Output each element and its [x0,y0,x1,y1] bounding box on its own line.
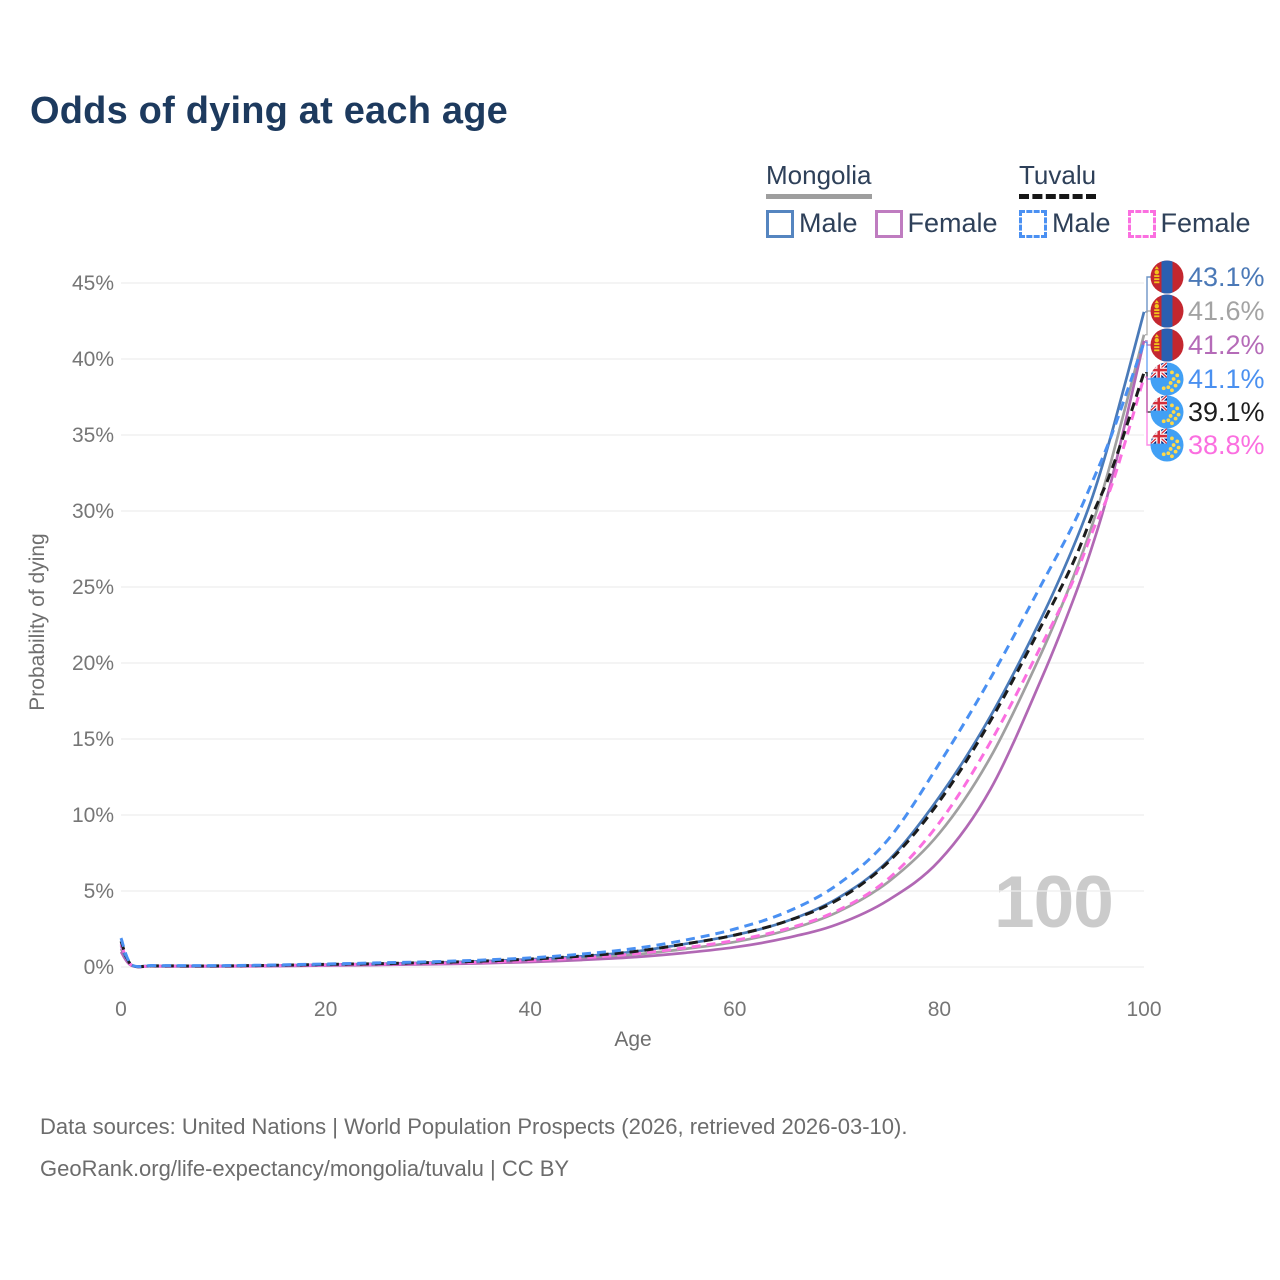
y-tick-label: 40% [72,348,114,371]
y-axis-title: Probability of dying [26,533,49,710]
legend-swatch-dashed-icon[interactable] [1127,209,1156,238]
flag-mongolia-icon [1150,260,1184,294]
x-tick-label: 20 [314,998,337,1021]
page-title: Odds of dying at each age [30,90,508,132]
y-tick-label: 25% [72,576,114,599]
end-label-mongolia-both: 41.6% [1188,296,1265,326]
legend-item-mongolia-male[interactable]: Male [766,208,858,239]
legend-group-tuvalu: Tuvalu Male Female [1019,160,1268,239]
legend-label: Female [907,208,998,238]
legend-item-tuvalu-male[interactable]: Male [1019,208,1111,239]
legend-label: Male [799,208,858,238]
y-tick-label: 35% [72,424,114,447]
x-tick-label: 80 [928,998,951,1021]
end-label-mongolia-male: 43.1% [1188,262,1265,292]
data-sources-text: Data sources: United Nations | World Pop… [40,1114,908,1139]
series-line-mongolia-male [119,311,1146,968]
legend-label: Female [1160,208,1251,238]
leader-line-tuvalu-male [1145,341,1151,380]
flag-tuvalu-icon [1150,428,1184,462]
flag-mongolia-icon [1150,294,1184,328]
age-counter-watermark: 100 [994,862,1114,943]
flag-tuvalu-icon [1150,395,1184,429]
y-tick-label: 0% [84,956,114,979]
leader-line-mongolia-male [1145,276,1151,313]
flag-mongolia-icon [1150,328,1184,362]
series-line-tuvalu-female [119,376,1146,969]
end-label-tuvalu-male: 41.1% [1188,364,1265,394]
series-line-tuvalu-both [119,372,1146,969]
y-tick-label: 15% [72,728,114,751]
legend-item-mongolia-female[interactable]: Female [874,208,998,239]
end-label-mongolia-female: 41.2% [1188,330,1265,360]
series-line-mongolia-female [119,340,1146,969]
series-line-tuvalu-male [119,341,1146,969]
legend-label: Male [1052,208,1111,238]
end-label-tuvalu-female: 38.8% [1188,430,1265,460]
legend-swatch-dashed-icon[interactable] [1019,209,1047,238]
x-tick-label: 0 [115,998,127,1021]
y-tick-label: 5% [84,880,114,903]
y-tick-label: 45% [72,272,114,295]
leader-line-tuvalu-both [1145,372,1151,413]
legend-country-mongolia: Mongolia [766,160,872,199]
leader-line-mongolia-female [1145,340,1151,346]
leader-line-mongolia-both [1145,310,1151,336]
legend-item-tuvalu-female[interactable]: Female [1127,208,1251,239]
leader-line-tuvalu-female [1145,376,1151,446]
legend-country-tuvalu: Tuvalu [1019,160,1097,199]
flag-tuvalu-icon [1150,362,1184,396]
footer: Data sources: United Nations | World Pop… [40,1106,907,1190]
end-label-tuvalu-both: 39.1% [1188,397,1265,427]
x-tick-label: 60 [723,998,746,1021]
legend-swatch-solid-icon[interactable] [874,209,903,238]
series-line-mongolia-both [119,334,1146,969]
x-tick-label: 100 [1126,998,1161,1021]
x-tick-label: 40 [519,998,542,1021]
attribution-text: GeoRank.org/life-expectancy/mongolia/tuv… [40,1156,570,1181]
legend-group-mongolia: Mongolia Male Female [766,160,1015,239]
legend-swatch-solid-icon[interactable] [766,209,794,238]
x-axis-title: Age [614,1028,651,1051]
y-tick-label: 10% [72,804,114,827]
y-tick-label: 20% [72,652,114,675]
y-tick-label: 30% [72,500,114,523]
